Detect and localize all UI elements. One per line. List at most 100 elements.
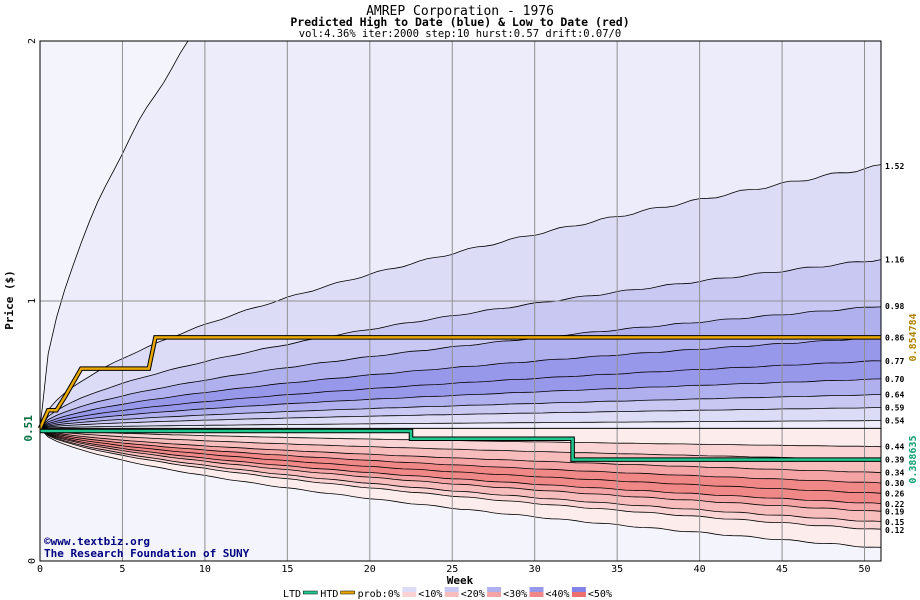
watermark-url: ©www.textbiz.org <box>44 535 150 548</box>
high-band-1 <box>40 407 881 429</box>
x-tick-label: 40 <box>694 564 706 575</box>
chart-text: AMREP Corporation - 1976 Predicted High … <box>3 4 919 600</box>
high-boundary-8 <box>40 259 881 429</box>
x-tick-label: 15 <box>281 564 293 575</box>
band-end-label: 0.22 <box>885 500 904 509</box>
legend-label: prob:0% <box>358 589 400 600</box>
low-band-9 <box>40 428 881 548</box>
band-end-label: 0.34 <box>885 469 904 478</box>
legend-label: <40% <box>546 589 570 600</box>
x-axis-label: Week <box>447 574 474 587</box>
band-end-label: 0.39 <box>885 456 904 465</box>
high-boundary-6 <box>40 337 881 429</box>
legend-low-swatch <box>444 592 459 597</box>
plot-frame <box>39 40 882 562</box>
high-boundary-2 <box>40 407 881 429</box>
low-band-7 <box>40 428 881 522</box>
low-band-1 <box>40 428 881 460</box>
x-tick-label: 35 <box>611 564 623 575</box>
legend-label: LTD <box>283 589 301 600</box>
x-tick-label: 0 <box>37 564 43 575</box>
legend-htd-swatch <box>340 590 355 595</box>
band-end-label: 0.26 <box>885 489 904 498</box>
legend-high-swatch <box>444 587 459 592</box>
high-boundary-5 <box>40 360 881 429</box>
htd-series-line <box>38 336 881 429</box>
chart-params: vol:4.36% iter:2000 step:10 hurst:0.57 d… <box>299 28 621 40</box>
x-tick-label: 20 <box>364 564 376 575</box>
legend-low-swatch <box>402 592 417 597</box>
start-price-label: 0.51 <box>22 415 35 442</box>
high-band-0 <box>40 420 881 429</box>
low-boundary-10 <box>40 428 881 548</box>
band-end-label: 0.44 <box>885 443 904 452</box>
legend-label: <30% <box>503 589 527 600</box>
legend-low-swatch <box>571 592 586 597</box>
high-band-5 <box>40 337 881 429</box>
watermark-org: The Research Foundation of SUNY <box>44 547 250 560</box>
low-boundary-2 <box>40 428 881 461</box>
band-end-label: 0.86 <box>885 333 904 342</box>
high-band-8 <box>40 164 881 429</box>
low-band-4 <box>40 428 881 494</box>
x-tick-label: 25 <box>446 564 458 575</box>
legend-high-swatch <box>529 587 544 592</box>
high-boundary-4 <box>40 378 881 429</box>
low-band-3 <box>40 428 881 483</box>
legend-low-swatch <box>487 592 502 597</box>
probability-bands <box>40 41 881 548</box>
band-end-label: 0.30 <box>885 479 904 488</box>
y-tick-label: 0 <box>27 558 38 564</box>
high-boundary-9 <box>40 164 881 429</box>
legend-label: <50% <box>588 589 612 600</box>
ltd-end-label: 0.388635 <box>908 436 919 484</box>
low-boundary-4 <box>40 428 881 484</box>
high-boundary-10 <box>40 41 189 429</box>
band-end-label: 0.98 <box>885 302 904 311</box>
x-tick-label: 5 <box>119 564 125 575</box>
low-boundary-7 <box>40 428 881 512</box>
band-end-label: 0.19 <box>885 508 904 517</box>
high-band-9 <box>40 41 881 429</box>
high-boundary-7 <box>40 306 881 429</box>
low-boundary-8 <box>40 428 881 522</box>
ltd-series-line <box>40 429 881 461</box>
low-boundary-3 <box>40 428 881 474</box>
legend-label: <10% <box>418 589 442 600</box>
band-end-label: 0.64 <box>885 391 904 400</box>
x-tick-label: 50 <box>858 564 870 575</box>
legend-label: <20% <box>461 589 485 600</box>
high-band-7 <box>40 259 881 429</box>
legend-high-swatch <box>487 587 502 592</box>
plot-area <box>37 40 882 562</box>
low-band-5 <box>40 428 881 504</box>
legend-label: HTD <box>320 589 338 600</box>
low-band-6 <box>40 428 881 512</box>
legend-low-swatch <box>529 592 544 597</box>
band-end-label: 0.77 <box>885 357 904 366</box>
low-boundary-5 <box>40 428 881 494</box>
band-end-label: 0.12 <box>885 526 904 535</box>
low-band-8 <box>40 428 881 530</box>
high-boundary-1 <box>40 420 881 429</box>
band-end-label: 0.54 <box>885 417 904 426</box>
y-axis-label: Price ($) <box>3 270 16 330</box>
htd-end-label: 0.854784 <box>908 313 919 361</box>
x-tick-label: 45 <box>776 564 788 575</box>
legend: LTD HTD prob:0% <10% <20% <30% <40% <50% <box>283 587 612 600</box>
high-band-3 <box>40 378 881 429</box>
legend-high-swatch <box>571 587 586 592</box>
y-tick-label: 1 <box>27 298 38 304</box>
band-end-label: 0.70 <box>885 375 904 384</box>
chart-title: AMREP Corporation - 1976 <box>366 4 554 19</box>
band-end-label: 1.16 <box>885 255 904 264</box>
x-tick-label: 30 <box>529 564 541 575</box>
legend-high-swatch <box>402 587 417 592</box>
chart-subtitle: Predicted High to Date (blue) & Low to D… <box>290 15 629 29</box>
legend-ltd-swatch <box>303 590 318 595</box>
low-boundary-6 <box>40 428 881 504</box>
high-band-2 <box>40 394 881 429</box>
band-end-label: 0.15 <box>885 518 904 527</box>
x-tick-label: 10 <box>199 564 211 575</box>
